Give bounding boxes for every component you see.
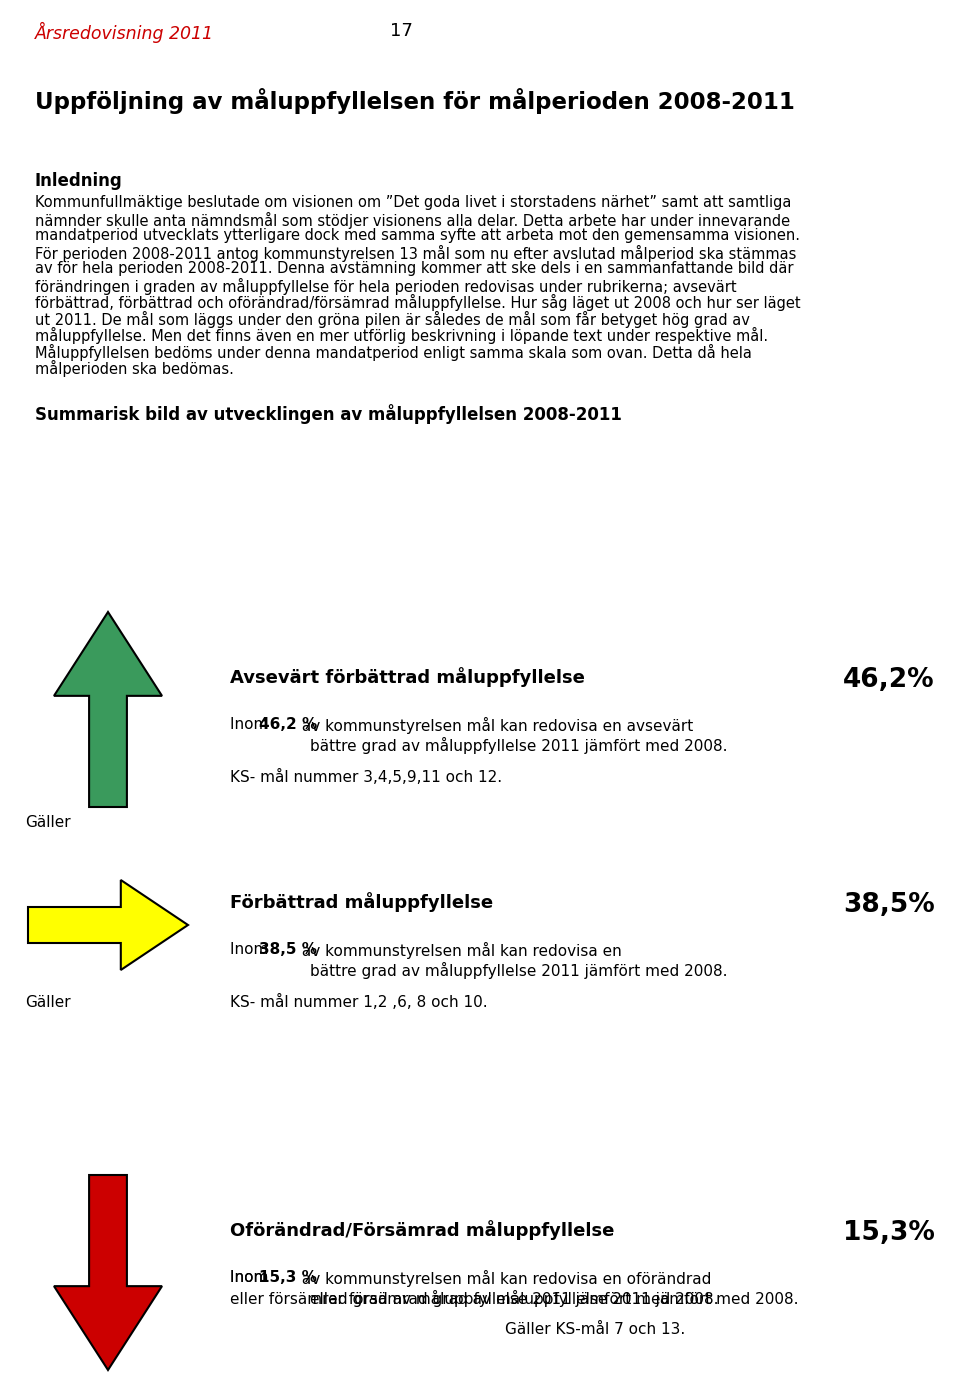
- Text: Inom: Inom: [230, 718, 274, 732]
- Text: Årsredovisning 2011: Årsredovisning 2011: [35, 22, 214, 43]
- Text: Gäller: Gäller: [25, 816, 71, 830]
- Text: av kommunstyrelsen mål kan redovisa en avsevärt: av kommunstyrelsen mål kan redovisa en a…: [297, 718, 693, 734]
- Text: Uppföljning av måluppfyllelsen för målperioden 2008-2011: Uppföljning av måluppfyllelsen för målpe…: [35, 88, 795, 113]
- Text: Avsevärt förbättrad måluppfyllelse: Avsevärt förbättrad måluppfyllelse: [230, 667, 585, 687]
- Text: Gäller KS-mål 7 och 13.: Gäller KS-mål 7 och 13.: [505, 1322, 685, 1337]
- Text: bättre grad av måluppfyllelse 2011 jämfört med 2008.: bättre grad av måluppfyllelse 2011 jämfö…: [310, 963, 728, 979]
- Text: av kommunstyrelsen mål kan redovisa en: av kommunstyrelsen mål kan redovisa en: [297, 942, 622, 960]
- Text: målperioden ska bedömas.: målperioden ska bedömas.: [35, 360, 234, 376]
- Text: Måluppfyllelsen bedöms under denna mandatperiod enligt samma skala som ovan. Det: Måluppfyllelsen bedöms under denna manda…: [35, 344, 752, 361]
- Text: 38,5 %: 38,5 %: [259, 942, 317, 957]
- Text: 15,3%: 15,3%: [843, 1220, 935, 1247]
- Text: bättre grad av måluppfyllelse 2011 jämfört med 2008.: bättre grad av måluppfyllelse 2011 jämfö…: [310, 737, 728, 754]
- Text: 17: 17: [390, 22, 413, 41]
- Text: Oförändrad/Försämrad måluppfyllelse: Oförändrad/Försämrad måluppfyllelse: [230, 1220, 614, 1240]
- Text: KS- mål nummer 1,2 ,6, 8 och 10.: KS- mål nummer 1,2 ,6, 8 och 10.: [230, 995, 488, 1010]
- Text: Summarisk bild av utvecklingen av måluppfyllelsen 2008-2011: Summarisk bild av utvecklingen av målupp…: [35, 404, 622, 424]
- Text: förändringen i graden av måluppfyllelse för hela perioden redovisas under rubrik: förändringen i graden av måluppfyllelse …: [35, 277, 736, 295]
- Text: mandatperiod utvecklats ytterligare dock med samma syfte att arbeta mot den geme: mandatperiod utvecklats ytterligare dock…: [35, 228, 800, 243]
- Text: 15,3 %: 15,3 %: [259, 1270, 317, 1286]
- Text: förbättrad, förbättrad och oförändrad/försämrad måluppfyllelse. Hur såg läget ut: förbättrad, förbättrad och oförändrad/fö…: [35, 294, 801, 311]
- Text: eller försämrad grad av måluppfyllelse 2011 jämfört med 2008.: eller försämrad grad av måluppfyllelse 2…: [230, 1290, 718, 1307]
- Text: ut 2011. De mål som läggs under den gröna pilen är således de mål som får betyge: ut 2011. De mål som läggs under den grön…: [35, 311, 750, 327]
- Text: KS- mål nummer 3,4,5,9,11 och 12.: KS- mål nummer 3,4,5,9,11 och 12.: [230, 769, 502, 785]
- Text: av för hela perioden 2008-2011. Denna avstämning kommer att ske dels i en samman: av för hela perioden 2008-2011. Denna av…: [35, 262, 794, 276]
- Polygon shape: [54, 1175, 162, 1370]
- Text: Inom: Inom: [230, 942, 274, 957]
- Text: Inom: Inom: [230, 1270, 274, 1286]
- Polygon shape: [28, 880, 188, 970]
- Text: Gäller: Gäller: [25, 995, 71, 1010]
- Polygon shape: [54, 611, 162, 807]
- Text: måluppfyllelse. Men det finns även en mer utförlig beskrivning i löpande text un: måluppfyllelse. Men det finns även en me…: [35, 327, 768, 344]
- Text: eller försämrad grad av måluppfyllelse 2011 jämfört med 2008.: eller försämrad grad av måluppfyllelse 2…: [310, 1290, 799, 1307]
- Text: Kommunfullmäktige beslutade om visionen om ”Det goda livet i storstadens närhet”: Kommunfullmäktige beslutade om visionen …: [35, 194, 791, 210]
- Text: nämnder skulle anta nämndsmål som stödjer visionens alla delar. Detta arbete har: nämnder skulle anta nämndsmål som stödje…: [35, 211, 790, 228]
- Text: Förbättrad måluppfyllelse: Förbättrad måluppfyllelse: [230, 893, 493, 912]
- Text: Inledning: Inledning: [35, 172, 123, 190]
- Text: För perioden 2008-2011 antog kommunstyrelsen 13 mål som nu efter avslutad målper: För perioden 2008-2011 antog kommunstyre…: [35, 245, 797, 262]
- Text: 46,2%: 46,2%: [844, 667, 935, 693]
- Text: av kommunstyrelsen mål kan redovisa en oförändrad: av kommunstyrelsen mål kan redovisa en o…: [297, 1270, 711, 1287]
- Text: Inom: Inom: [230, 1270, 274, 1286]
- Text: 46,2 %: 46,2 %: [259, 718, 318, 732]
- Text: 38,5%: 38,5%: [843, 893, 935, 918]
